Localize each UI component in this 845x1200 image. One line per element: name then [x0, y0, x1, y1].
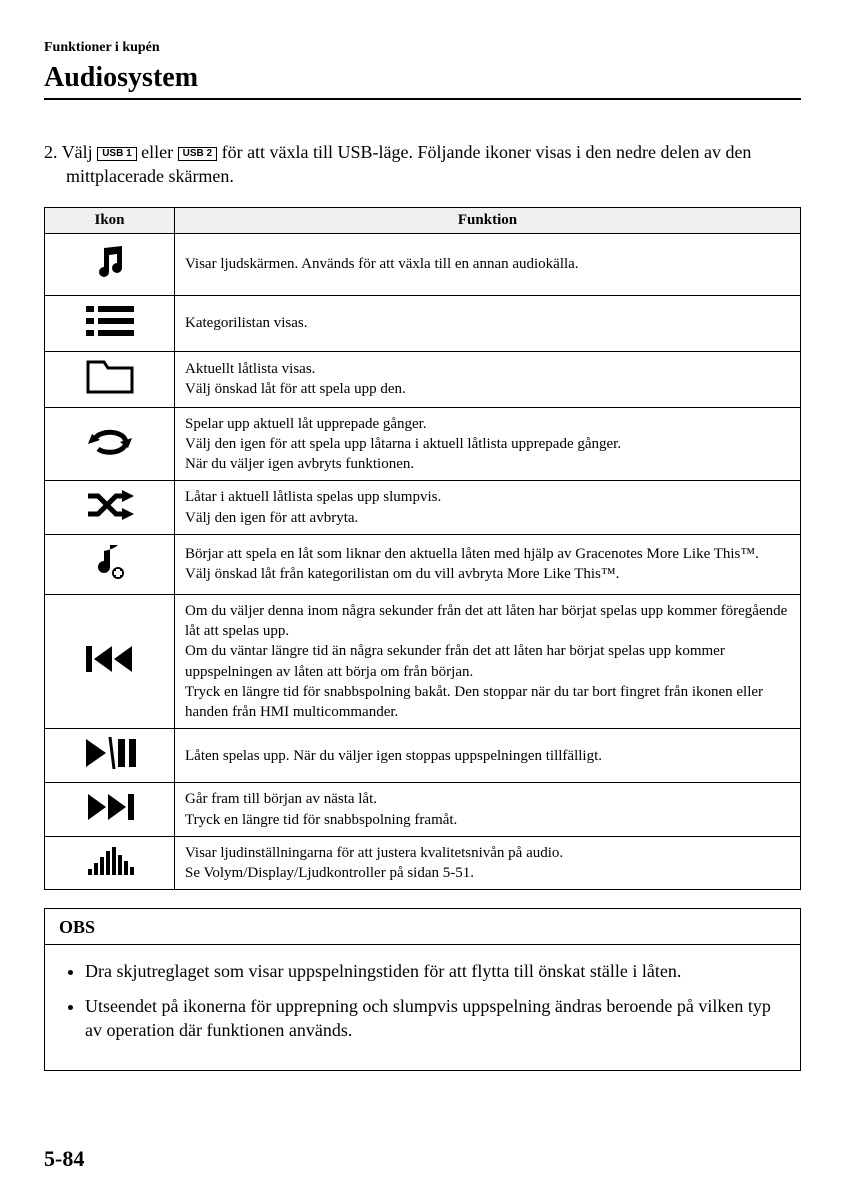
usb1-badge: USB 1	[97, 147, 136, 161]
function-text: Låten spelas upp. När du väljer igen sto…	[175, 729, 801, 783]
function-text: Kategorilistan visas.	[175, 295, 801, 351]
folder-icon	[45, 351, 175, 407]
table-row: Kategorilistan visas.	[45, 295, 801, 351]
table-row: Aktuellt låtlista visas.Välj önskad låt …	[45, 351, 801, 407]
play-pause-icon	[45, 729, 175, 783]
table-row: Låtar i aktuell låtlista spelas upp slum…	[45, 481, 801, 535]
function-text: Går fram till början av nästa låt.Tryck …	[175, 783, 801, 837]
title-rule	[44, 98, 801, 100]
obs-title: OBS	[45, 909, 800, 945]
step-number: 2.	[44, 142, 58, 162]
function-text: Spelar upp aktuell låt upprepade gånger.…	[175, 407, 801, 481]
page-title: Audiosystem	[44, 62, 801, 94]
table-row: Låten spelas upp. När du väljer igen sto…	[45, 729, 801, 783]
col-header-icon: Ikon	[45, 207, 175, 233]
function-text: Börjar att spela en låt som liknar den a…	[175, 534, 801, 594]
table-row: Spelar upp aktuell låt upprepade gånger.…	[45, 407, 801, 481]
next-icon	[45, 783, 175, 837]
function-text: Låtar i aktuell låtlista spelas upp slum…	[175, 481, 801, 535]
list-icon	[45, 295, 175, 351]
table-row: Visar ljudinställningarna för att juster…	[45, 836, 801, 890]
function-text: Visar ljudskärmen. Används för att växla…	[175, 233, 801, 295]
col-header-function: Funktion	[175, 207, 801, 233]
page-number: 5-84	[44, 1146, 84, 1172]
breadcrumb: Funktioner i kupén	[44, 40, 801, 56]
instr-before: Välj	[62, 142, 98, 162]
table-row: Går fram till början av nästa låt.Tryck …	[45, 783, 801, 837]
table-row: Om du väljer denna inom några sekunder f…	[45, 594, 801, 729]
table-row: Börjar att spela en låt som liknar den a…	[45, 534, 801, 594]
obs-box: OBS Dra skjutreglaget som visar uppspeln…	[44, 908, 801, 1071]
equalizer-icon	[45, 836, 175, 890]
obs-item: Utseendet på ikonerna för upprepning och…	[85, 994, 780, 1043]
function-text: Aktuellt låtlista visas.Välj önskad låt …	[175, 351, 801, 407]
usb2-badge: USB 2	[178, 147, 217, 161]
function-text: Om du väljer denna inom några sekunder f…	[175, 594, 801, 729]
obs-item: Dra skjutreglaget som visar uppspelnings…	[85, 959, 780, 983]
shuffle-icon	[45, 481, 175, 535]
table-row: Visar ljudskärmen. Används för att växla…	[45, 233, 801, 295]
repeat-icon	[45, 407, 175, 481]
music-note-icon	[45, 233, 175, 295]
prev-icon	[45, 594, 175, 729]
obs-body: Dra skjutreglaget som visar uppspelnings…	[45, 945, 800, 1070]
instruction-text: 2. Välj USB 1 eller USB 2 för att växla …	[44, 140, 801, 189]
function-text: Visar ljudinställningarna för att juster…	[175, 836, 801, 890]
icon-function-table: Ikon Funktion Visar ljudskärmen. Används…	[44, 207, 801, 891]
note-plus-icon	[45, 534, 175, 594]
instr-mid: eller	[137, 142, 178, 162]
